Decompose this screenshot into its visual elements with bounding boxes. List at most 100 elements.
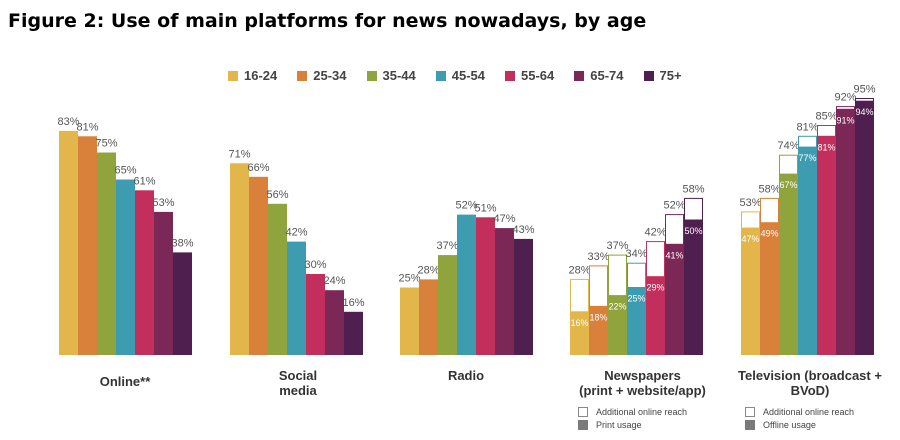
bar-solid-usage xyxy=(646,276,665,355)
legend-label: 65-74 xyxy=(590,68,624,83)
bar xyxy=(476,217,495,355)
bar-additional-online-reach xyxy=(798,135,817,148)
inner-value-label: 67% xyxy=(779,180,797,190)
bar-solid-usage xyxy=(855,101,874,355)
bar-value-label: 74% xyxy=(777,140,799,152)
inner-value-label: 25% xyxy=(627,294,645,304)
inner-value-label: 94% xyxy=(855,107,873,117)
bar-value-label: 83% xyxy=(57,116,79,128)
bar xyxy=(78,136,97,355)
sub-legend-outline-item: Additional online reach xyxy=(578,407,687,417)
television-sub-legend: Additional online reach Offline usage xyxy=(745,407,854,430)
bar-solid-usage xyxy=(627,287,646,355)
sub-legend-outline-label: Additional online reach xyxy=(596,407,688,417)
bar xyxy=(59,130,78,355)
chart-legend: 16-24 25-34 35-44 45-54 55-64 65-74 75+ xyxy=(228,68,702,83)
bar-solid-usage xyxy=(741,228,760,355)
bar-solid-usage xyxy=(608,295,627,355)
bar-value-label: 34% xyxy=(625,248,647,260)
bar-value-label: 81% xyxy=(76,121,98,133)
bar xyxy=(495,228,514,355)
bar-value-label: 66% xyxy=(247,162,269,174)
bar-value-label: 42% xyxy=(644,227,666,239)
bar-value-label: 37% xyxy=(436,240,458,252)
legend-label: 45-54 xyxy=(451,68,485,83)
bar-value-label: 52% xyxy=(455,200,477,212)
chart-title: Figure 2: Use of main platforms for news… xyxy=(8,10,647,32)
bar-value-label: 24% xyxy=(323,275,345,287)
bar-solid-usage xyxy=(684,220,703,355)
bar-group: 16% 28% 18% 33% 22% 37% 25% 34% 29% 42% 41% 52% 50% 5… xyxy=(568,183,705,355)
bar-solid-usage xyxy=(836,109,855,355)
bar-value-label: 33% xyxy=(587,251,609,263)
bar-value-label: 56% xyxy=(266,189,288,201)
bar-additional-online-reach xyxy=(817,125,836,137)
bar-value-label: 51% xyxy=(474,202,496,214)
outline-swatch xyxy=(745,407,755,417)
bar-value-label: 28% xyxy=(417,264,439,276)
bar-additional-online-reach xyxy=(836,106,855,110)
bar-additional-online-reach xyxy=(855,98,874,102)
bar-additional-online-reach xyxy=(627,262,646,289)
sub-legend-solid-item: Offline usage xyxy=(745,420,854,430)
bar-additional-online-reach xyxy=(646,241,665,278)
bar xyxy=(457,214,476,355)
inner-value-label: 47% xyxy=(741,234,759,244)
inner-value-label: 49% xyxy=(760,229,778,239)
bar-value-label: 37% xyxy=(606,240,628,252)
bar-group: 47%53%49%58%67%74%77%81%81%85%91%92%94%9… xyxy=(739,84,876,355)
bar xyxy=(249,176,268,355)
bar xyxy=(325,290,344,355)
inner-value-label: 29% xyxy=(646,283,664,293)
bar xyxy=(306,274,325,355)
bar-additional-online-reach xyxy=(760,197,779,224)
bar-solid-usage xyxy=(779,174,798,355)
bar-value-label: 71% xyxy=(228,148,250,160)
bar xyxy=(154,211,173,355)
legend-swatch xyxy=(574,70,585,81)
legend-item-65-74: 65-74 xyxy=(574,68,624,83)
inner-value-label: 77% xyxy=(798,153,816,163)
bar xyxy=(268,203,287,355)
inner-value-label: 50% xyxy=(684,226,702,236)
bar-value-label: 16% xyxy=(342,297,364,309)
legend-swatch xyxy=(366,70,377,81)
legend-label: 16-24 xyxy=(244,68,278,83)
bar xyxy=(116,179,135,355)
bar xyxy=(344,311,363,355)
bar-value-label: 81% xyxy=(796,121,818,133)
outline-swatch xyxy=(578,407,588,417)
sub-legend-solid-item: Print usage xyxy=(578,420,687,430)
inner-value-label: 91% xyxy=(836,115,854,125)
inner-value-label: 18% xyxy=(589,312,607,322)
legend-label: 75+ xyxy=(659,68,682,83)
bar-additional-online-reach xyxy=(570,278,589,313)
bar-additional-online-reach xyxy=(779,154,798,175)
bar xyxy=(438,255,457,355)
bar-value-label: 38% xyxy=(171,237,193,249)
legend-item-55-64: 55-64 xyxy=(505,68,554,83)
solid-swatch xyxy=(745,420,755,430)
legend-item-45-54: 45-54 xyxy=(435,68,485,83)
bar xyxy=(514,238,533,355)
group-label-newspapers: Newspapers (print + website/app) xyxy=(579,368,706,398)
bar-solid-usage xyxy=(798,147,817,355)
group-label-television: Television (broadcast + BVoD) xyxy=(738,368,882,398)
bar-value-label: 43% xyxy=(512,224,534,236)
legend-label: 25-34 xyxy=(313,68,347,83)
bar-value-label: 28% xyxy=(568,264,590,276)
sub-legend-outline-label: Additional online reach xyxy=(763,407,855,417)
bar-additional-online-reach xyxy=(665,214,684,245)
bar-additional-online-reach xyxy=(608,254,627,297)
legend-swatch xyxy=(435,70,446,81)
bar-value-label: 53% xyxy=(739,197,761,209)
legend-swatch xyxy=(643,70,654,81)
bar-value-label: 58% xyxy=(682,183,704,195)
bar xyxy=(135,190,154,355)
bar xyxy=(97,152,116,355)
legend-swatch xyxy=(228,70,238,81)
bar-value-label: 75% xyxy=(95,138,117,150)
bar-additional-online-reach xyxy=(589,265,608,307)
bar-group: 25%28% 37% 52%51%47%43% xyxy=(398,200,535,355)
newspapers-sub-legend: Additional online reach Print usage xyxy=(578,407,687,430)
